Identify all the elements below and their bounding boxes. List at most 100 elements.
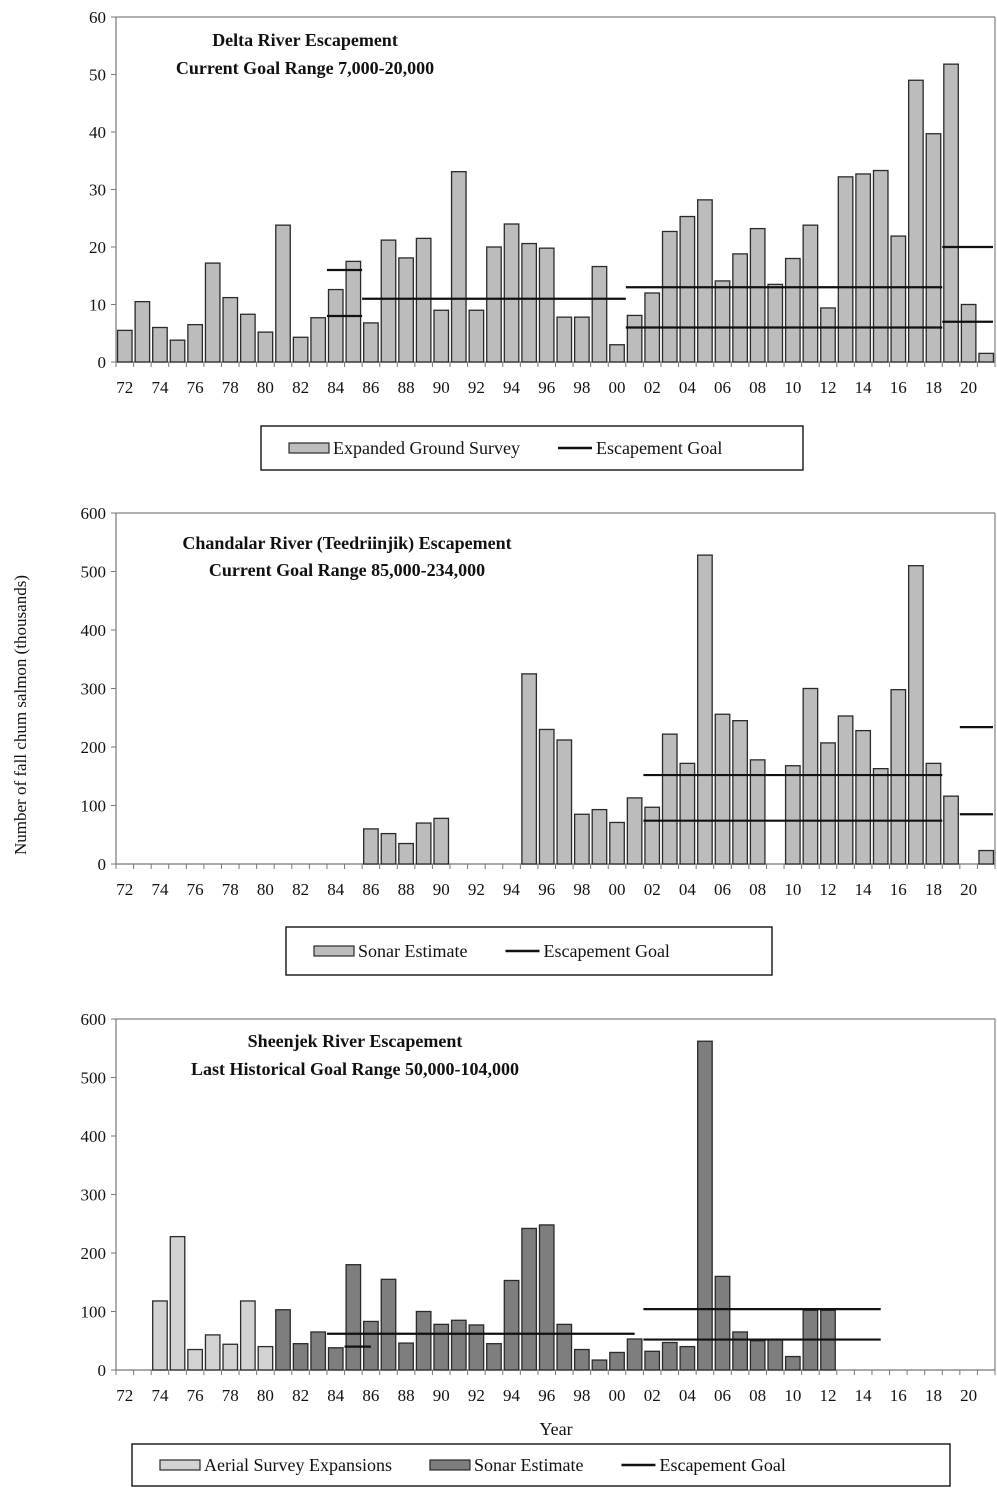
bar [222, 1343, 239, 1371]
bar [925, 762, 942, 865]
bar [450, 171, 467, 363]
x-tick-label: 78 [222, 1386, 239, 1405]
bar [679, 762, 696, 865]
bar [415, 822, 432, 865]
bar [749, 227, 766, 363]
x-tick-label: 80 [257, 1386, 274, 1405]
legend-swatch [429, 1459, 471, 1471]
bar [538, 728, 555, 865]
x-tick-label: 92 [468, 880, 485, 899]
x-tick-label: 94 [503, 378, 521, 397]
bar [503, 1279, 520, 1371]
bar [486, 1343, 502, 1371]
bar [609, 344, 625, 363]
y-tick-label: 30 [89, 181, 106, 200]
x-tick-label: 76 [187, 1386, 204, 1405]
bar [345, 260, 362, 363]
bar [573, 316, 590, 363]
x-tick-label: 84 [327, 880, 345, 899]
bar [591, 1359, 608, 1371]
bar [767, 1338, 784, 1371]
bar [310, 1331, 327, 1371]
y-tick-label: 50 [89, 66, 106, 85]
legend-swatch [313, 945, 355, 957]
bar [433, 817, 450, 865]
x-axis-label: Year [539, 1419, 572, 1439]
x-tick-label: 06 [714, 1386, 731, 1405]
bar [556, 739, 573, 865]
bar [363, 322, 379, 363]
x-tick-label: 06 [714, 880, 731, 899]
bar [978, 849, 995, 865]
bar [626, 797, 643, 865]
x-tick-label: 18 [925, 378, 942, 397]
x-tick-label: 04 [679, 1386, 697, 1405]
bar [169, 1235, 186, 1371]
x-tick-label: 88 [398, 378, 415, 397]
x-tick-label: 72 [116, 1386, 133, 1405]
x-tick-label: 94 [503, 1386, 521, 1405]
bar [855, 173, 872, 363]
chart-title: Chandalar River (Teedriinjik) Escapement [182, 533, 511, 554]
bar [732, 253, 748, 363]
bar [187, 323, 204, 363]
bar [697, 199, 713, 363]
bar [134, 300, 151, 363]
bar [837, 176, 854, 363]
bar [573, 813, 590, 865]
y-tick-label: 200 [81, 738, 107, 757]
chart-title: Delta River Escapement [212, 30, 398, 50]
bar [468, 1324, 485, 1371]
y-tick-label: 20 [89, 238, 106, 257]
bar [486, 246, 502, 363]
bar [239, 313, 256, 363]
x-tick-label: 86 [362, 880, 379, 899]
bar [714, 713, 731, 865]
x-tick-label: 92 [468, 1386, 485, 1405]
x-tick-label: 00 [609, 880, 626, 899]
bar [802, 687, 819, 865]
bar [450, 1319, 467, 1371]
x-tick-label: 94 [503, 880, 521, 899]
bar [327, 288, 344, 363]
bar [784, 765, 801, 865]
bar [591, 808, 608, 865]
bar [960, 303, 977, 363]
bar [749, 1340, 766, 1371]
y-tick-label: 300 [81, 680, 107, 699]
bar [609, 1351, 625, 1371]
x-tick-label: 72 [116, 378, 133, 397]
chart-subtitle: Current Goal Range 7,000-20,000 [176, 58, 434, 78]
bar [152, 326, 168, 363]
bar [872, 169, 889, 363]
x-tick-label: 10 [784, 378, 801, 397]
x-tick-label: 10 [784, 1386, 801, 1405]
y-tick-label: 0 [98, 855, 107, 874]
x-tick-label: 04 [679, 378, 697, 397]
x-tick-label: 90 [433, 378, 450, 397]
bar [679, 215, 696, 363]
bar [433, 1323, 450, 1371]
x-tick-label: 82 [292, 880, 309, 899]
x-tick-label: 00 [609, 378, 626, 397]
x-tick-label: 04 [679, 880, 697, 899]
y-tick-label: 300 [81, 1186, 107, 1205]
bar [239, 1300, 256, 1371]
x-tick-label: 84 [327, 378, 345, 397]
x-tick-label: 82 [292, 378, 309, 397]
bar [820, 307, 836, 363]
bar [380, 1278, 397, 1371]
legend-swatch [159, 1459, 201, 1471]
bar [257, 1345, 274, 1371]
bar [697, 1040, 713, 1371]
x-tick-label: 74 [151, 1386, 169, 1405]
legend-label: Aerial Survey Expansions [204, 1455, 392, 1475]
x-tick-label: 06 [714, 378, 731, 397]
bar [626, 1338, 643, 1371]
x-tick-label: 12 [819, 880, 836, 899]
bar [943, 63, 959, 363]
x-tick-label: 90 [433, 1386, 450, 1405]
x-tick-label: 98 [573, 880, 590, 899]
bar [644, 1350, 661, 1371]
